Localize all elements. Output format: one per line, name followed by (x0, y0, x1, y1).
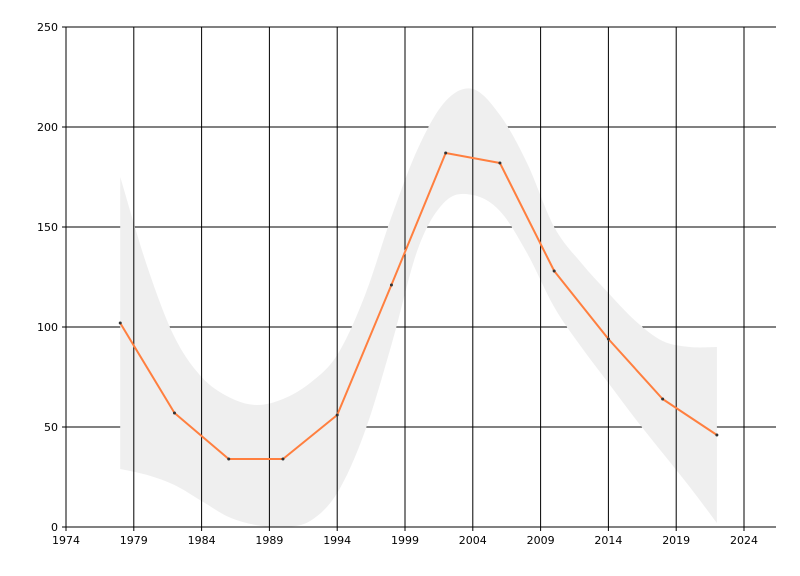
x-tick-label-1974: 1974 (52, 534, 80, 547)
x-tick-label-1999: 1999 (391, 534, 419, 547)
data-point-2018 (661, 397, 665, 401)
data-point-1986 (227, 457, 231, 461)
data-point-1998 (389, 283, 393, 287)
data-point-1990 (281, 457, 285, 461)
data-point-2002 (444, 151, 448, 155)
data-point-1994 (335, 413, 339, 417)
data-point-2022 (715, 433, 719, 437)
y-tick-label-50: 50 (44, 421, 58, 434)
grid-overlay-layer (66, 26, 776, 527)
x-tick-label-1994: 1994 (323, 534, 351, 547)
series-line-0 (119, 152, 718, 460)
y-tick-label-150: 150 (37, 221, 58, 234)
x-tick-label-2014: 2014 (594, 534, 622, 547)
confidence-band (120, 88, 717, 528)
y-tick-label-0: 0 (51, 521, 58, 534)
x-tick-label-1984: 1984 (188, 534, 216, 547)
series-layer (118, 151, 719, 461)
data-point-2014 (606, 337, 610, 341)
confidence-band-layer (120, 88, 717, 528)
x-tick-label-2024: 2024 (730, 534, 758, 547)
data-point-2006 (498, 161, 502, 165)
x-tick-label-2009: 2009 (527, 534, 555, 547)
y-tick-label-100: 100 (37, 321, 58, 334)
y-tick-label-250: 250 (37, 21, 58, 34)
x-tick-label-2019: 2019 (662, 534, 690, 547)
x-tick-label-1989: 1989 (255, 534, 283, 547)
y-tick-label-200: 200 (37, 121, 58, 134)
data-point-1978 (118, 321, 122, 325)
axis-layer: 0 50 100 150 200 250 1974 1979 1984 1989 1994 1999 2… (37, 21, 776, 547)
data-point-1982 (172, 411, 176, 415)
x-tick-label-1979: 1979 (120, 534, 148, 547)
data-point-2010 (552, 269, 556, 273)
x-tick-label-2004: 2004 (459, 534, 487, 547)
